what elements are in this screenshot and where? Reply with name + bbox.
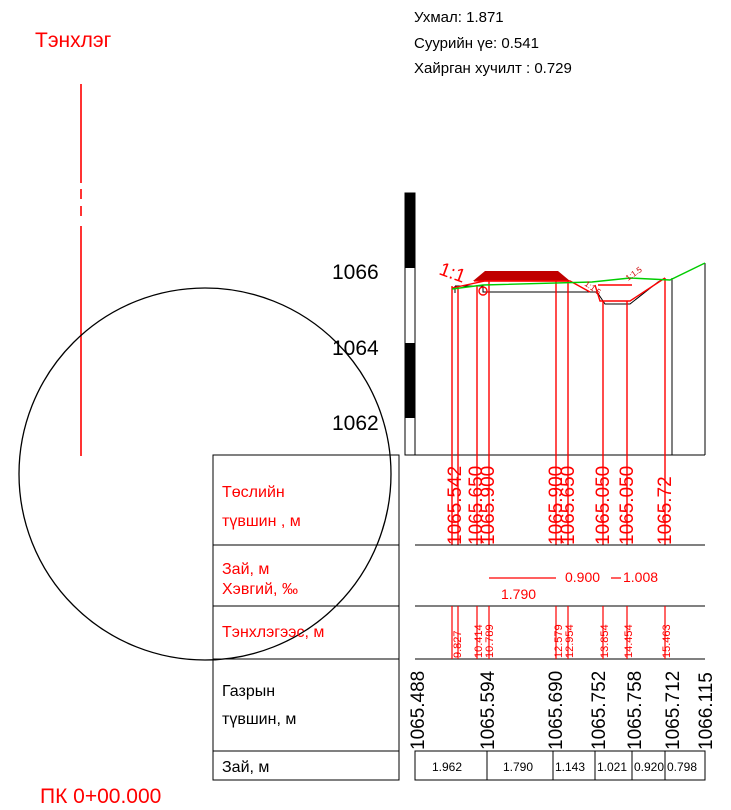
row-title-ground-2: түвшин, м: [222, 711, 296, 728]
slope-mark-right2: 1:1.5: [624, 265, 644, 283]
ground-level: 1065.594: [478, 670, 499, 750]
info-slope: Ухмал: 1.871: [414, 9, 504, 26]
offset-value: 12.579: [553, 624, 565, 658]
offset-value: 12.954: [564, 624, 576, 658]
row-title-offset: Тэнхлэгээс, м: [222, 624, 324, 641]
distance-value: 1.790: [503, 760, 533, 774]
ground-level: 1066.115: [696, 672, 717, 750]
design-level-labels: 1065.542 1065.650 1065.900 1065.900 1065…: [445, 466, 676, 545]
ground-line: [451, 262, 706, 290]
elevation-label-1062: 1062: [332, 412, 379, 435]
elevation-label-1066: 1066: [332, 261, 379, 284]
design-surface-lines: [451, 277, 666, 545]
design-level: 1065.542: [445, 466, 466, 545]
row-title-distance: Зай, м: [222, 759, 269, 776]
offset-value: 9.827: [452, 630, 464, 658]
design-level: 1065.050: [593, 466, 614, 545]
design-level: 1065.050: [617, 466, 638, 545]
row-title-dist-slope-1: Зай, м: [222, 561, 269, 578]
ground-level-labels: 1065.488 1065.594 1065.690 1065.752 1065…: [408, 670, 717, 750]
pavement-layer: [473, 271, 570, 281]
row-title-design-1: Төслийн: [222, 484, 285, 501]
distance-labels: 1.962 1.790 1.143 1.021 0.920 0.798: [432, 760, 697, 774]
axis-label: Тэнхлэг: [35, 29, 112, 52]
elevation-label-1064: 1064: [332, 337, 379, 360]
info-area: Хайрган хучилт : 0.729: [414, 60, 572, 77]
slope-mark-left: 1:1: [436, 259, 468, 288]
ground-level: 1065.712: [663, 671, 684, 750]
ground-level: 1065.690: [546, 671, 567, 750]
row-title-dist-slope-2: Хэвгий, ‰: [222, 581, 298, 598]
slope-value: 1.790: [501, 586, 536, 602]
station-label: ПК 0+00.000: [40, 785, 161, 808]
distance-value: 1.021: [597, 760, 627, 774]
offset-value: 15.463: [661, 624, 673, 658]
design-level: 1065.650: [558, 466, 579, 545]
design-level: 1065.900: [546, 466, 567, 545]
ground-level: 1065.752: [589, 671, 610, 750]
distance-value: 1.962: [432, 760, 462, 774]
row-title-ground-1: Газрын: [222, 683, 275, 700]
slope-value: 0.900: [565, 569, 600, 585]
design-level: 1065.650: [466, 466, 487, 545]
distance-value: 0.920: [634, 760, 664, 774]
ground-level: 1065.488: [408, 671, 429, 750]
offset-labels: 9.827 10.414 10.789 12.579 12.954 13.854…: [452, 624, 673, 658]
design-level: 1065.72: [655, 476, 676, 545]
profile-table: [212, 454, 706, 781]
offset-value: 10.789: [484, 624, 496, 658]
row-title-design-2: түвшин , м: [222, 513, 301, 530]
info-base-width: Суурийн үе: 0.541: [414, 35, 539, 52]
large-circle: [18, 287, 392, 661]
offset-value: 14.454: [623, 624, 635, 658]
slope-value: 1.008: [623, 569, 658, 585]
distance-value: 0.798: [667, 760, 697, 774]
ground-level: 1065.758: [625, 671, 646, 750]
elevation-scale-bar: [404, 192, 416, 456]
offset-value: 13.854: [599, 624, 611, 658]
design-level: 1065.900: [478, 466, 499, 545]
slope-mark-right1: 1:1.5: [583, 279, 603, 297]
offset-value: 10.414: [473, 624, 485, 658]
distance-value: 1.143: [555, 760, 585, 774]
